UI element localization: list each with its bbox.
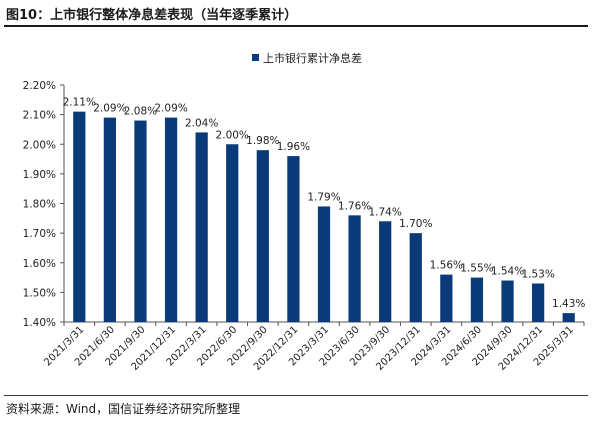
y-tick-label: 1.80% [23, 199, 56, 211]
bar [348, 215, 361, 322]
data-label: 2.09% [93, 103, 126, 115]
data-label: 1.76% [338, 200, 371, 212]
data-label: 1.55% [460, 263, 493, 275]
title-rule [4, 25, 588, 27]
data-label: 2.04% [185, 117, 218, 129]
bar [317, 206, 331, 322]
y-tick-label: 2.20% [23, 80, 56, 92]
figure-title: 图10：上市银行整体净息差表现（当年逐季累计） [6, 8, 298, 23]
y-tick-label: 1.40% [23, 317, 56, 329]
source-rule [4, 395, 588, 396]
y-tick-label: 1.60% [23, 258, 56, 270]
bar [73, 111, 86, 322]
y-tick-label: 1.90% [23, 169, 56, 181]
bar [532, 283, 545, 322]
legend-swatch [252, 54, 259, 61]
data-label: 1.43% [552, 298, 585, 310]
bar [103, 117, 116, 323]
bar-chart: 上市银行累计净息差 1.40% 1.50% 1.60% 1.70% 1.80% 1.90% 2… [23, 51, 586, 373]
data-label: 1.79% [307, 191, 340, 203]
bar [256, 150, 269, 322]
data-label: 1.74% [368, 206, 401, 218]
legend-label: 上市银行累计净息差 [263, 51, 362, 65]
bar [226, 144, 239, 322]
data-label: 2.09% [154, 103, 187, 115]
bar [164, 117, 178, 323]
data-label: 2.00% [216, 129, 249, 141]
data-label: 1.53% [521, 268, 554, 280]
bar [195, 132, 208, 322]
data-label: 2.08% [124, 106, 157, 118]
bar [562, 313, 575, 322]
bar [440, 274, 453, 322]
data-label: 1.96% [277, 141, 310, 153]
y-tick-label: 2.10% [23, 110, 56, 122]
data-label: 1.54% [491, 266, 524, 278]
data-label: 1.98% [246, 135, 279, 147]
y-tick-label: 1.50% [23, 287, 56, 299]
bar [134, 120, 147, 322]
data-label: 2.11% [63, 97, 96, 109]
data-label: 1.70% [399, 218, 432, 230]
bar [287, 156, 300, 322]
y-tick-label: 1.70% [23, 228, 56, 240]
bar [379, 221, 392, 322]
bar [409, 233, 422, 322]
bar [501, 280, 514, 322]
data-label: 1.56% [430, 260, 463, 272]
y-tick-label: 2.00% [23, 139, 56, 151]
source-note: 资料来源：Wind，国信证券经济研究所整理 [6, 402, 241, 416]
bar [470, 277, 484, 322]
